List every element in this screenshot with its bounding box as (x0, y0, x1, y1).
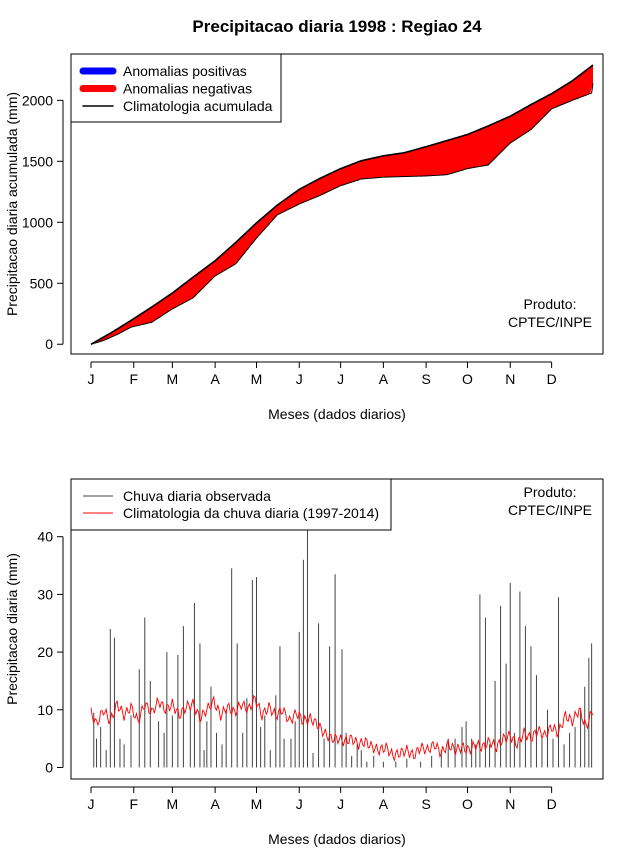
top-plot-frame (70, 53, 604, 355)
bottom-y-tick-label: 20 (37, 644, 53, 660)
bottom-y-axis-label: Precipitacao diaria (mm) (4, 553, 20, 705)
climatology-cumulative-line (90, 64, 594, 345)
bottom-x-tick-label: A (210, 796, 220, 812)
chart-title: Precipitacao diaria 1998 : Regiao 24 (192, 17, 482, 36)
bottom-x-axis-label: Meses (dados diarios) (268, 831, 406, 847)
bottom-legend-label: Chuva diaria observada (123, 488, 271, 504)
top-x-axis-label: Meses (dados diarios) (268, 406, 406, 422)
observed-cumulative-line (90, 83, 594, 345)
top-x-tick-label: J (296, 371, 303, 387)
bottom-annotation-line2: CPTEC/INPE (508, 502, 592, 518)
cumulative-chart: J F M A M J J A S O N D 0 500 1000 1500 2000 Meses (dados… (4, 53, 604, 422)
top-y-axis-label: Precipitacao diaria acumulada (mm) (4, 92, 20, 316)
bottom-x-tick-label: J (296, 796, 303, 812)
top-annotation-line1: Produto: (524, 296, 577, 312)
climatology-daily-line (90, 694, 594, 763)
top-x-tick-label: A (210, 371, 220, 387)
bottom-x-tick-label: A (379, 796, 389, 812)
bottom-y-tick-label: 30 (37, 586, 53, 602)
top-legend-label: Anomalias positivas (123, 63, 247, 79)
top-x-tick-label: J (88, 371, 95, 387)
bottom-x-tick-label: M (167, 796, 179, 812)
bottom-x-tick-label: N (505, 796, 515, 812)
top-x-tick-label: J (337, 371, 344, 387)
top-x-tick-label: O (462, 371, 473, 387)
bottom-x-tick-label: S (421, 796, 430, 812)
bottom-annotation-line1: Produto: (524, 484, 577, 500)
bottom-y-tick-label: 40 (37, 529, 53, 545)
top-y-tick-label: 500 (30, 275, 54, 291)
top-x-tick-label: M (167, 371, 179, 387)
daily-chart: J F M A M J J A S O N D 0 10 20 30 40 Meses (dados diario… (4, 478, 604, 847)
bottom-legend-label: Climatologia da chuva diaria (1997-2014) (123, 505, 379, 521)
bottom-legend-box (70, 478, 392, 531)
top-y-tick-label: 1500 (22, 153, 53, 169)
top-x-tick-label: A (379, 371, 389, 387)
top-annotation-line2: CPTEC/INPE (508, 314, 592, 330)
top-y-tick-label: 0 (45, 336, 53, 352)
top-legend-label: Climatologia acumulada (123, 98, 273, 114)
bottom-y-tick-label: 10 (37, 702, 53, 718)
bottom-x-tick-label: D (547, 796, 557, 812)
top-y-tick-label: 2000 (22, 92, 53, 108)
top-legend-label: Anomalias negativas (123, 81, 252, 97)
bottom-x-tick-label: F (129, 796, 138, 812)
top-x-tick-label: S (421, 371, 430, 387)
bottom-y-tick-label: 0 (45, 759, 53, 775)
top-x-tick-label: M (251, 371, 263, 387)
top-y-tick-label: 1000 (22, 214, 53, 230)
bottom-x-tick-label: M (251, 796, 263, 812)
top-x-tick-label: F (129, 371, 138, 387)
bottom-x-tick-label: O (462, 796, 473, 812)
top-x-tick-label: N (505, 371, 515, 387)
top-x-tick-label: D (547, 371, 557, 387)
top-legend: Anomalias positivas Anomalias negativasCl… (70, 53, 282, 123)
bottom-x-tick-label: J (337, 796, 344, 812)
bottom-x-tick-label: J (88, 796, 95, 812)
